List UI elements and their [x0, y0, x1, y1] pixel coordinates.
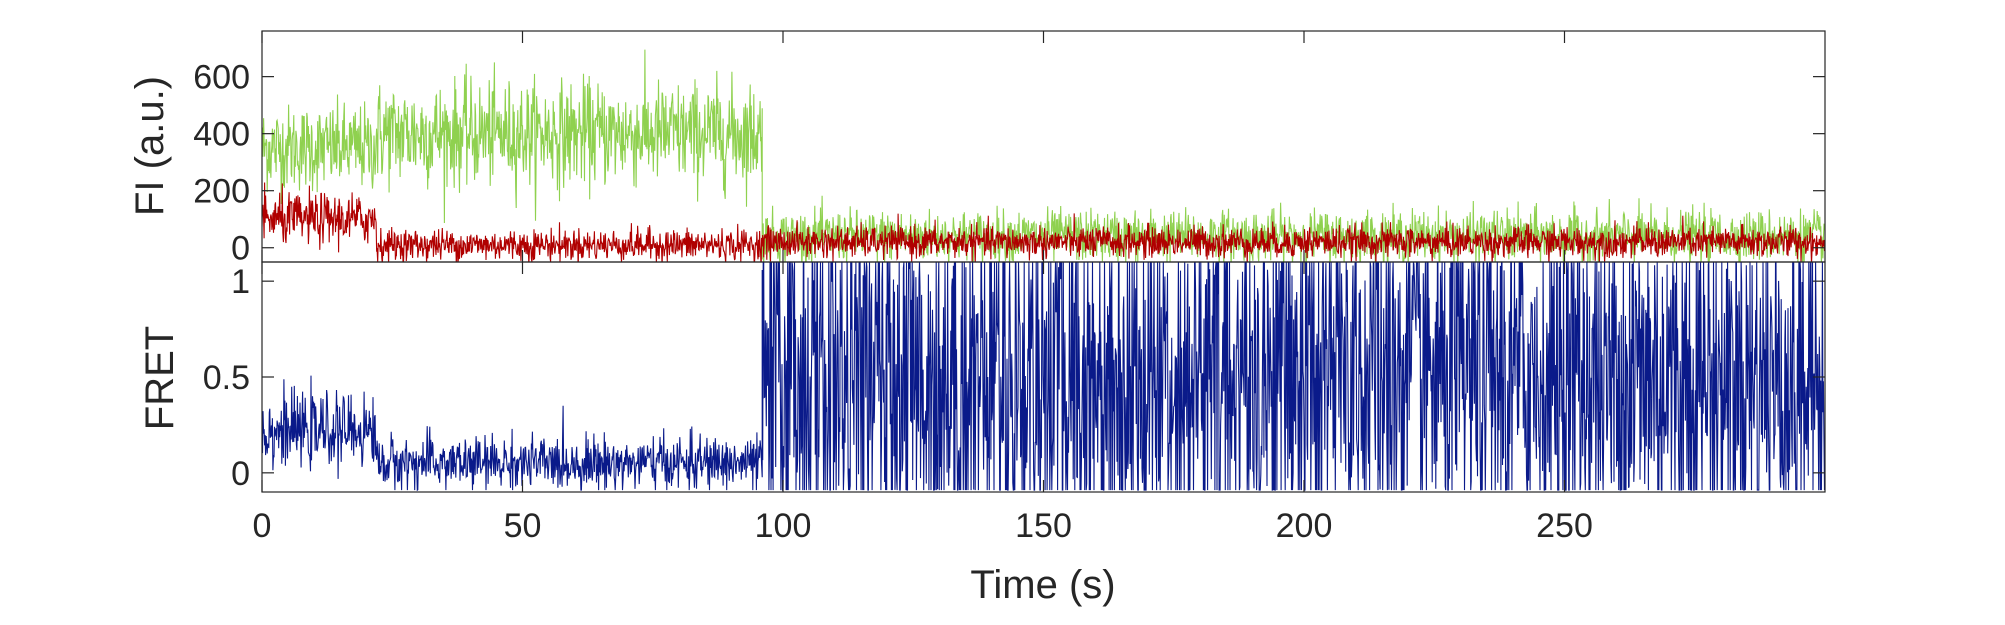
x-tick-label: 0: [253, 507, 272, 545]
x-axis-label: Time (s): [970, 563, 1115, 607]
x-tick-label: 250: [1536, 507, 1593, 545]
x-tick-label: 100: [755, 507, 812, 545]
fluorescence-series-line-1: [262, 182, 1825, 262]
fret-y-tick-label: 0.5: [203, 359, 250, 397]
fret-y-tick-label: 0: [231, 455, 250, 493]
fluorescence-ticks: 0 200 400 600: [193, 31, 1825, 268]
x-tick-label: 200: [1276, 507, 1333, 545]
fluorescence-panel: 0 200 400 600 FI (a.u.): [128, 30, 1826, 268]
x-tick-label: 50: [504, 507, 542, 545]
fret-panel: 0 0.5 1 0 50 100 150 200 250 FRET: [138, 261, 1826, 545]
fluorescence-y-tick-label: 0: [231, 230, 250, 268]
fluorescence-y-tick-label: 200: [193, 173, 250, 211]
fret-series-line-0: [262, 262, 1825, 492]
x-tick-label: 150: [1015, 507, 1072, 545]
fluorescence-axes-frame: [261, 30, 1826, 263]
fluorescence-y-tick-label: 600: [193, 59, 250, 97]
fret-traces: [262, 262, 1825, 492]
fret-ticks: 0 0.5 1 0 50 100 150 200 250: [203, 262, 1825, 545]
fluorescence-y-tick-label: 400: [193, 116, 250, 154]
fret-y-axis-label: FRET: [138, 326, 182, 430]
fret-y-tick-label: 1: [231, 263, 250, 301]
fluorescence-y-axis-label: FI (a.u.): [128, 76, 172, 216]
fluorescence-traces: [262, 49, 1825, 262]
